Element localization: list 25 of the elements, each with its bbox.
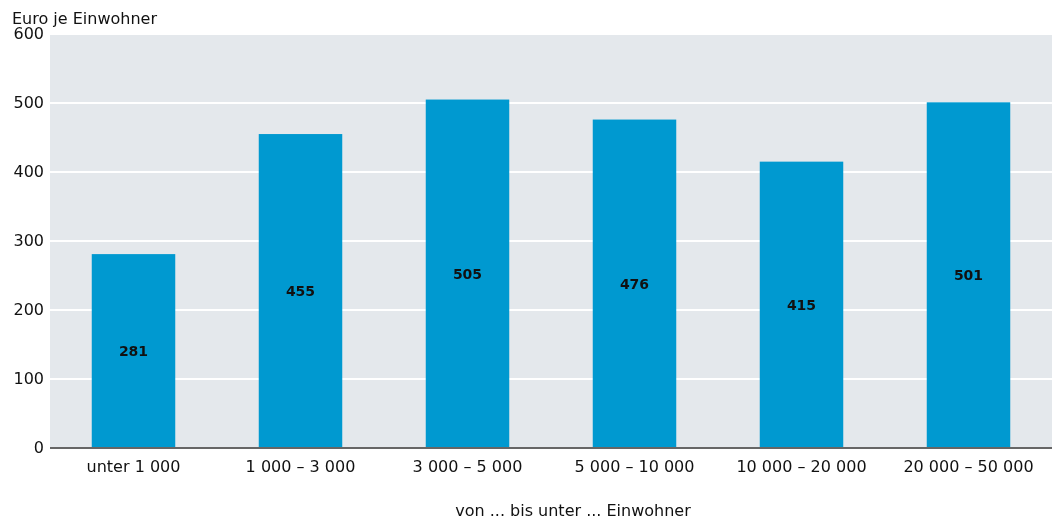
bar — [91, 254, 176, 448]
bar — [592, 119, 677, 448]
data-label: 415 — [786, 296, 817, 313]
data-label: 281 — [118, 343, 149, 360]
y-tick-label: 0 — [33, 438, 44, 457]
y-tick-label: 400 — [13, 162, 44, 181]
data-label: 501 — [953, 267, 984, 284]
bar — [425, 99, 510, 448]
y-tick-label: 100 — [13, 369, 44, 388]
x-tick-label: 5 000 – 10 000 — [574, 457, 695, 476]
bar — [926, 102, 1011, 448]
x-tick-label: 1 000 – 3 000 — [245, 457, 356, 476]
x-tick-label: 20 000 – 50 000 — [903, 457, 1034, 476]
x-tick-label: 3 000 – 5 000 — [412, 457, 523, 476]
x-tick-label: unter 1 000 — [86, 457, 181, 476]
x-tick-label: 10 000 – 20 000 — [736, 457, 867, 476]
data-label: 476 — [619, 275, 650, 292]
bar — [759, 161, 844, 448]
y-tick-label: 300 — [13, 231, 44, 250]
bar — [258, 134, 343, 448]
y-tick-label: 500 — [13, 93, 44, 112]
data-label: 505 — [452, 265, 483, 282]
y-tick-label: 200 — [13, 300, 44, 319]
data-label: 455 — [285, 283, 316, 300]
x-axis-title: von ... bis unter ... Einwohner — [455, 501, 692, 520]
